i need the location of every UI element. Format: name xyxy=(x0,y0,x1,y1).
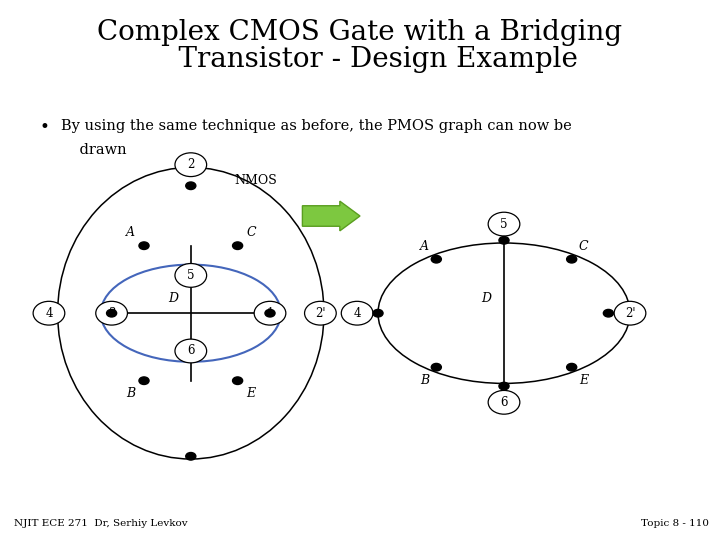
Text: Complex CMOS Gate with a Bridging: Complex CMOS Gate with a Bridging xyxy=(97,19,623,46)
Circle shape xyxy=(567,255,577,263)
Text: 6: 6 xyxy=(187,345,194,357)
Circle shape xyxy=(499,237,509,244)
Text: 3: 3 xyxy=(108,307,115,320)
Text: D: D xyxy=(481,292,491,305)
Circle shape xyxy=(254,301,286,325)
Text: •: • xyxy=(40,119,50,136)
Text: B: B xyxy=(126,387,135,400)
Circle shape xyxy=(567,363,577,371)
Text: 4: 4 xyxy=(354,307,361,320)
Circle shape xyxy=(265,309,275,317)
Circle shape xyxy=(614,301,646,325)
Text: A: A xyxy=(420,240,429,253)
Text: C: C xyxy=(579,240,588,253)
Circle shape xyxy=(499,382,509,390)
Text: 2: 2 xyxy=(187,158,194,171)
Circle shape xyxy=(96,301,127,325)
Text: B: B xyxy=(420,374,429,387)
Circle shape xyxy=(107,309,117,317)
Circle shape xyxy=(373,309,383,317)
Text: C: C xyxy=(246,226,256,239)
Text: E: E xyxy=(579,374,588,387)
Text: Transistor - Design Example: Transistor - Design Example xyxy=(143,46,577,73)
Circle shape xyxy=(139,242,149,249)
Text: 5: 5 xyxy=(500,218,508,231)
Circle shape xyxy=(175,153,207,177)
Text: Topic 8 - 110: Topic 8 - 110 xyxy=(642,519,709,528)
Text: E: E xyxy=(246,387,256,400)
Text: By using the same technique as before, the PMOS graph can now be: By using the same technique as before, t… xyxy=(61,119,572,133)
Circle shape xyxy=(431,363,441,371)
Text: 5: 5 xyxy=(187,269,194,282)
Circle shape xyxy=(341,301,373,325)
Circle shape xyxy=(33,301,65,325)
Circle shape xyxy=(603,309,613,317)
Circle shape xyxy=(233,242,243,249)
Circle shape xyxy=(139,377,149,384)
Circle shape xyxy=(233,377,243,384)
Circle shape xyxy=(186,453,196,460)
Circle shape xyxy=(175,339,207,363)
Circle shape xyxy=(488,390,520,414)
Text: 6: 6 xyxy=(500,396,508,409)
Circle shape xyxy=(175,264,207,287)
Text: 4: 4 xyxy=(45,307,53,320)
Circle shape xyxy=(186,182,196,190)
FancyArrow shape xyxy=(302,201,360,231)
Text: 2': 2' xyxy=(315,307,325,320)
Circle shape xyxy=(431,255,441,263)
Circle shape xyxy=(488,212,520,236)
Text: 1: 1 xyxy=(266,307,274,320)
Text: D: D xyxy=(168,292,178,305)
Circle shape xyxy=(305,301,336,325)
Text: 2': 2' xyxy=(625,307,635,320)
Text: NMOS: NMOS xyxy=(234,174,276,187)
Text: drawn: drawn xyxy=(61,143,127,157)
Text: NJIT ECE 271  Dr, Serhiy Levkov: NJIT ECE 271 Dr, Serhiy Levkov xyxy=(14,519,188,528)
Text: A: A xyxy=(127,226,135,239)
